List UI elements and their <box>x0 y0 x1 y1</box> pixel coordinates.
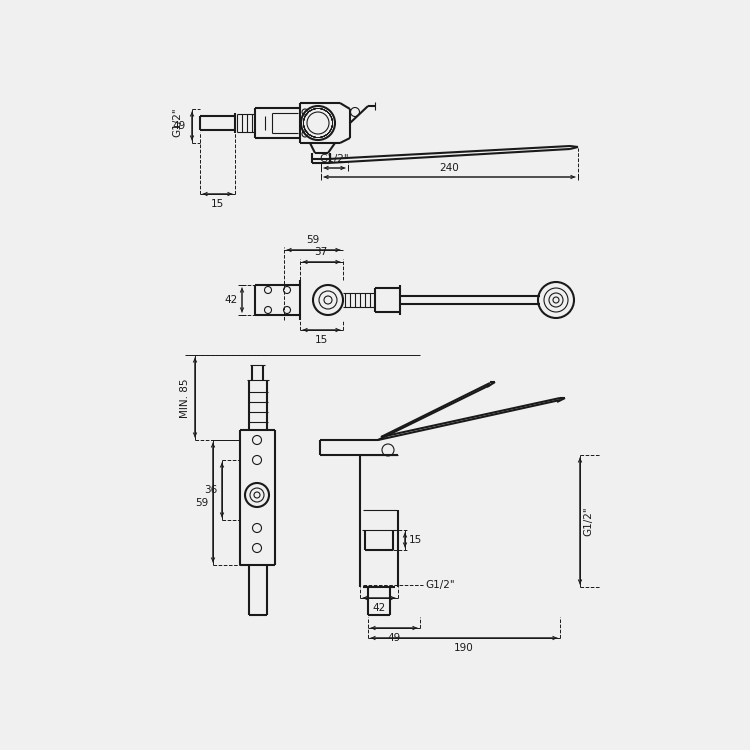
Text: 15: 15 <box>409 535 422 545</box>
Text: MIN. 85: MIN. 85 <box>180 378 190 418</box>
Text: G1/2": G1/2" <box>425 580 454 590</box>
Text: 240: 240 <box>440 163 459 173</box>
Text: 15: 15 <box>314 335 328 345</box>
Text: 42: 42 <box>372 603 386 613</box>
Text: G1/2": G1/2" <box>172 107 182 136</box>
Text: 59: 59 <box>306 235 320 245</box>
Text: 15: 15 <box>210 199 224 209</box>
Text: G1/2": G1/2" <box>583 506 593 536</box>
Text: 190: 190 <box>454 643 474 653</box>
Text: 59: 59 <box>195 498 208 508</box>
Text: 37: 37 <box>314 247 328 257</box>
Text: G1/2": G1/2" <box>320 154 350 164</box>
Text: 42: 42 <box>225 295 238 305</box>
Text: 49: 49 <box>387 633 400 643</box>
Text: 36: 36 <box>204 485 217 495</box>
Text: 49: 49 <box>172 121 186 131</box>
